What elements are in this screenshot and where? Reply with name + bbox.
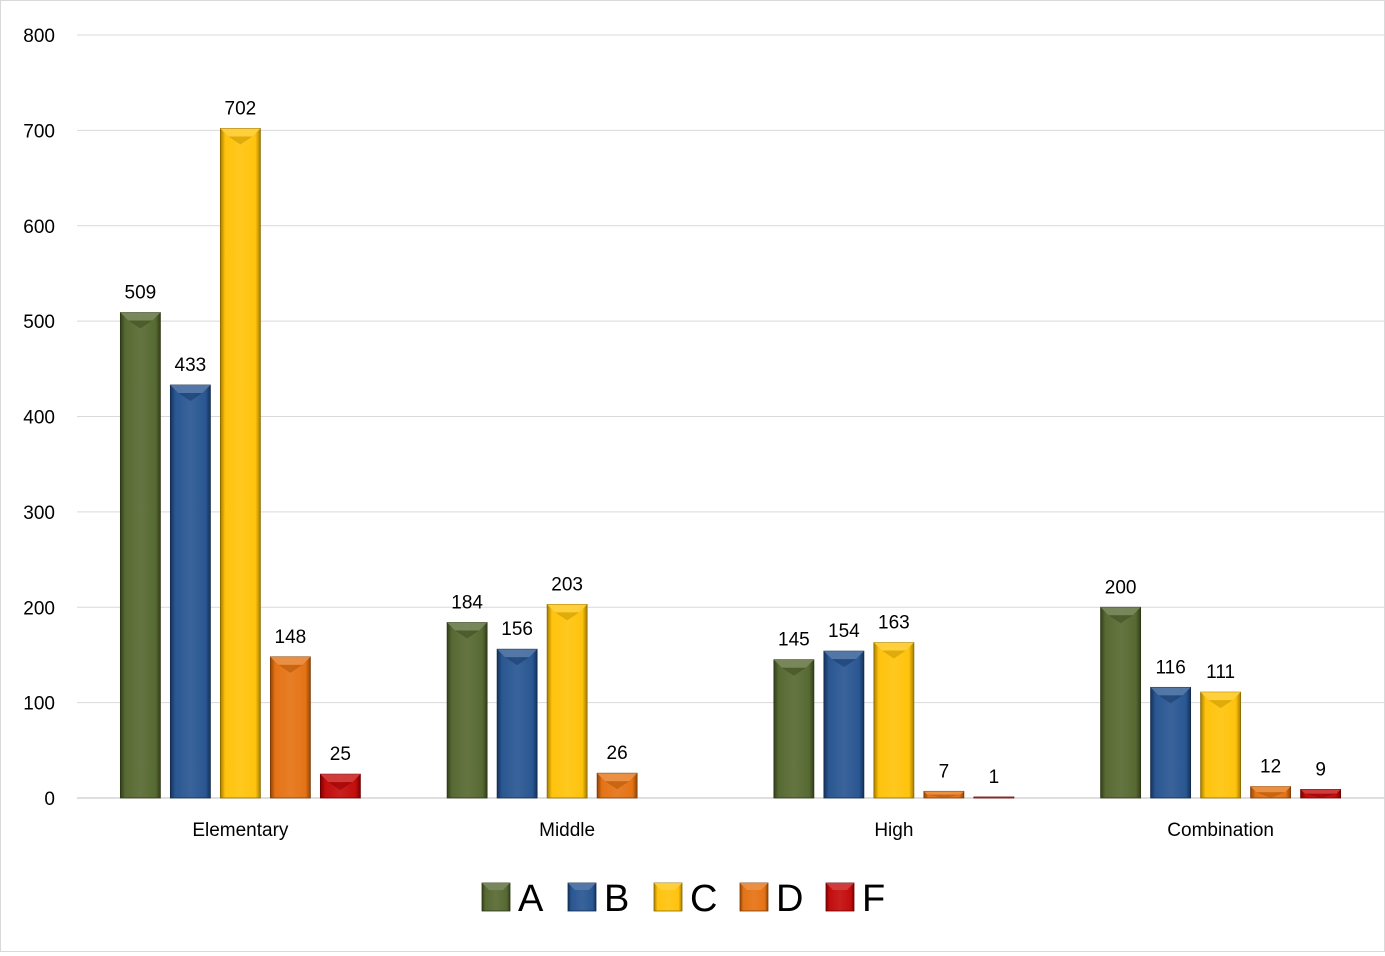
bar-A-middle — [446, 622, 488, 799]
data-label: 200 — [1105, 577, 1137, 598]
legend-label: B — [604, 878, 629, 920]
bar-C-high — [873, 642, 915, 799]
data-label: 203 — [551, 574, 583, 595]
data-label: 509 — [125, 283, 157, 304]
bar-C-combination — [1200, 691, 1242, 799]
legend-label: A — [518, 878, 544, 920]
legend-label: D — [776, 878, 803, 920]
y-tick-label: 800 — [23, 26, 55, 47]
bar-D-combination — [1250, 786, 1292, 799]
data-label: 111 — [1206, 662, 1235, 683]
bar-C-middle — [546, 603, 588, 799]
data-label: 154 — [828, 621, 860, 642]
legend-item-D: D — [739, 878, 803, 920]
bar-D-middle — [596, 772, 638, 799]
data-label: 7 — [939, 761, 950, 782]
data-label: 163 — [878, 613, 910, 634]
data-label: 702 — [225, 98, 257, 119]
data-label: 184 — [451, 593, 483, 614]
bar-D-elementary — [269, 656, 311, 799]
legend-item-C: C — [653, 878, 717, 920]
legend-item-A: A — [481, 878, 544, 920]
y-tick-label: 100 — [23, 694, 55, 715]
x-category-label: Combination — [1167, 820, 1274, 841]
bar-A-combination — [1100, 606, 1142, 799]
data-label: 9 — [1315, 759, 1326, 780]
bar-F-high — [973, 796, 1015, 799]
y-tick-label: 200 — [23, 598, 55, 619]
bar-A-high — [773, 659, 815, 799]
data-label: 156 — [501, 619, 533, 640]
data-label: 148 — [275, 627, 307, 648]
bar-C-elementary — [219, 128, 261, 799]
y-tick-label: 400 — [23, 408, 55, 429]
y-axis: 0 100 200 300 400 500 600 700 800 — [23, 26, 55, 810]
data-label: 116 — [1155, 657, 1185, 678]
legend-label: C — [690, 878, 717, 920]
data-label: 12 — [1260, 757, 1281, 778]
y-tick-label: 500 — [23, 312, 55, 333]
bar-A-elementary — [119, 312, 161, 799]
bar-B-high — [823, 650, 865, 799]
data-label: 433 — [175, 355, 207, 376]
legend-item-F: F — [825, 878, 885, 920]
y-tick-label: 600 — [23, 217, 55, 238]
legend-label: F — [862, 878, 885, 920]
data-label: 145 — [778, 630, 810, 651]
x-category-label: Elementary — [192, 820, 289, 841]
bar-D-high — [923, 790, 965, 799]
bar-F-elementary — [319, 773, 361, 799]
data-label: 25 — [330, 744, 351, 765]
y-tick-label: 700 — [23, 121, 55, 142]
legend-item-B: B — [567, 878, 629, 920]
x-category-label: High — [874, 820, 913, 841]
x-category-label: Middle — [539, 820, 595, 841]
data-label: 1 — [989, 767, 1000, 788]
bars — [119, 128, 1342, 799]
y-tick-label: 300 — [23, 503, 55, 524]
bar-B-elementary — [169, 384, 211, 799]
bar-B-combination — [1150, 686, 1192, 799]
bar-F-combination — [1300, 789, 1342, 799]
data-labels: 509 433 702 148 25 184 156 203 26 145 154 163 7 1 200 1… — [125, 98, 1326, 788]
x-axis: Elementary Middle High Combination — [192, 820, 1274, 841]
data-label: 26 — [607, 743, 628, 764]
bar-B-middle — [496, 648, 538, 799]
y-tick-label: 0 — [44, 789, 55, 810]
